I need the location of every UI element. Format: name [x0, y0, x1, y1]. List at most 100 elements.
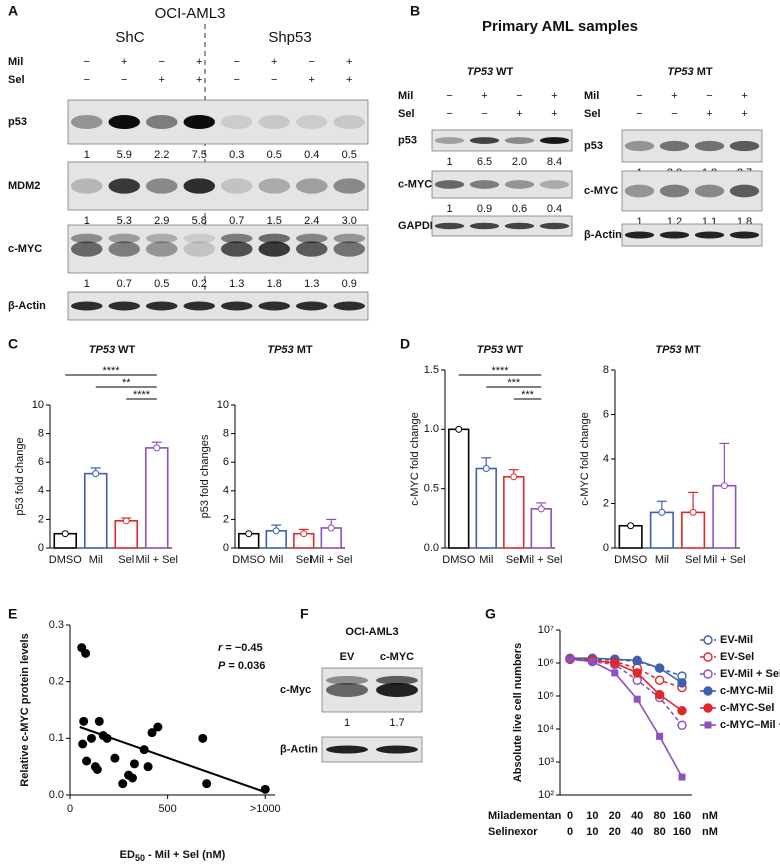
mean-point: [689, 508, 697, 516]
blot-band: [146, 241, 178, 257]
subpanel-title: TP53 WT: [467, 66, 514, 78]
scatter-point: [139, 745, 149, 755]
treatment-sign: +: [706, 108, 712, 120]
quantification: 3.0: [342, 215, 357, 227]
y-tick-label: 0: [38, 542, 44, 554]
y-tick-label: 10: [217, 399, 229, 411]
scatter-point: [260, 784, 270, 794]
blot-band: [71, 233, 103, 244]
treatment-label: Mil: [398, 90, 413, 102]
quantification: 2.2: [154, 149, 169, 161]
blot-band: [326, 675, 368, 685]
blot-label: p53: [8, 116, 27, 128]
blot-band: [71, 241, 103, 257]
bar: [649, 511, 674, 549]
subpanel-title: TP53 WT: [477, 344, 524, 356]
gene-name: TP53: [267, 344, 293, 356]
subpanel-title: TP53 MT: [267, 344, 313, 356]
treatment-sign: +: [551, 108, 557, 120]
mean-point: [658, 508, 666, 516]
quantification: 0.9: [477, 203, 492, 215]
blot-band: [659, 184, 690, 198]
quantification: 1.5: [267, 215, 282, 227]
blot-label: MDM2: [8, 180, 40, 192]
treatment-sign: +: [309, 74, 315, 86]
y-axis-label: c-MYC fold change: [579, 412, 591, 506]
scatter-point: [78, 739, 88, 749]
blot-band: [296, 178, 328, 194]
blot-band: [71, 301, 103, 311]
treatment-sign: +: [346, 56, 352, 68]
mean-point: [272, 527, 280, 535]
series-marker: [632, 655, 642, 666]
quantification: 1: [446, 156, 452, 168]
blot-band: [624, 231, 655, 239]
blot-band: [108, 114, 140, 130]
quantification: 5.9: [117, 149, 132, 161]
treatment-sign: +: [196, 56, 202, 68]
scatter-point: [79, 716, 89, 726]
quantification: 1: [344, 717, 350, 729]
blot-membrane: [431, 129, 573, 152]
blot-band: [376, 682, 418, 698]
mean-point: [122, 517, 130, 525]
quantification: 5.3: [117, 215, 132, 227]
lane-label: c-MYC: [380, 651, 414, 663]
quantification: 0.5: [154, 278, 169, 290]
panel-label: C: [8, 336, 18, 352]
x-tick-label: 160: [673, 810, 691, 822]
y-tick-label: 8: [223, 428, 229, 440]
y-axis-label: p53 fold change: [14, 437, 26, 515]
bar: [475, 467, 497, 549]
mean-point: [61, 530, 69, 538]
x-tick-label: Mil: [479, 554, 493, 566]
quantification: 6.5: [477, 156, 492, 168]
panel-label: D: [400, 336, 410, 352]
quantification: 1: [84, 215, 90, 227]
blot-band: [729, 231, 760, 239]
blot-band: [659, 231, 690, 239]
blot-band: [183, 114, 215, 130]
blot-band: [146, 178, 178, 194]
blot-band: [624, 184, 655, 198]
y-tick-label: 10⁵: [537, 690, 554, 702]
panel-title: OCI-AML3: [345, 626, 398, 638]
x-row-unit: nM: [702, 810, 718, 822]
legend-marker: [703, 703, 713, 713]
treatment-sign: −: [481, 108, 487, 120]
legend-label: EV-Mil: [720, 634, 753, 646]
quantification: 2.9: [154, 215, 169, 227]
scatter-point: [147, 728, 157, 738]
panel-title: Primary AML samples: [482, 18, 638, 35]
series-marker: [677, 678, 687, 688]
y-tick-label: 1.5: [424, 364, 439, 376]
series-marker: [654, 675, 665, 685]
quantification: 0.4: [547, 203, 562, 215]
quantification: 1.7: [389, 717, 404, 729]
x-tick-label: Mil + Sel: [703, 554, 746, 566]
scatter-point: [82, 756, 92, 766]
blot-label: β-Actin: [8, 300, 46, 312]
treatment-label: Sel: [584, 108, 601, 120]
treatment-sign: −: [84, 74, 90, 86]
scatter-point: [129, 759, 139, 769]
quantification: 0.7: [229, 215, 244, 227]
x-row-unit: nM: [702, 826, 718, 838]
blot-label: β-Actin: [280, 743, 318, 755]
treatment-label: Sel: [8, 74, 25, 86]
gene-name: TP53: [89, 344, 115, 356]
legend-marker: [704, 721, 712, 729]
blot-band: [333, 114, 365, 130]
blot-band: [221, 233, 253, 244]
quantification: 0.2: [192, 278, 207, 290]
y-tick-label: 4: [38, 485, 44, 497]
blot-band: [539, 180, 570, 189]
blot-band: [146, 301, 178, 311]
bar: [530, 508, 552, 549]
y-tick-label: 0.0: [424, 542, 439, 554]
bar: [83, 472, 108, 549]
blot-band: [108, 178, 140, 194]
blot-membrane: [431, 215, 573, 237]
y-tick-label: 10²: [538, 789, 554, 801]
blot-band: [296, 233, 328, 244]
